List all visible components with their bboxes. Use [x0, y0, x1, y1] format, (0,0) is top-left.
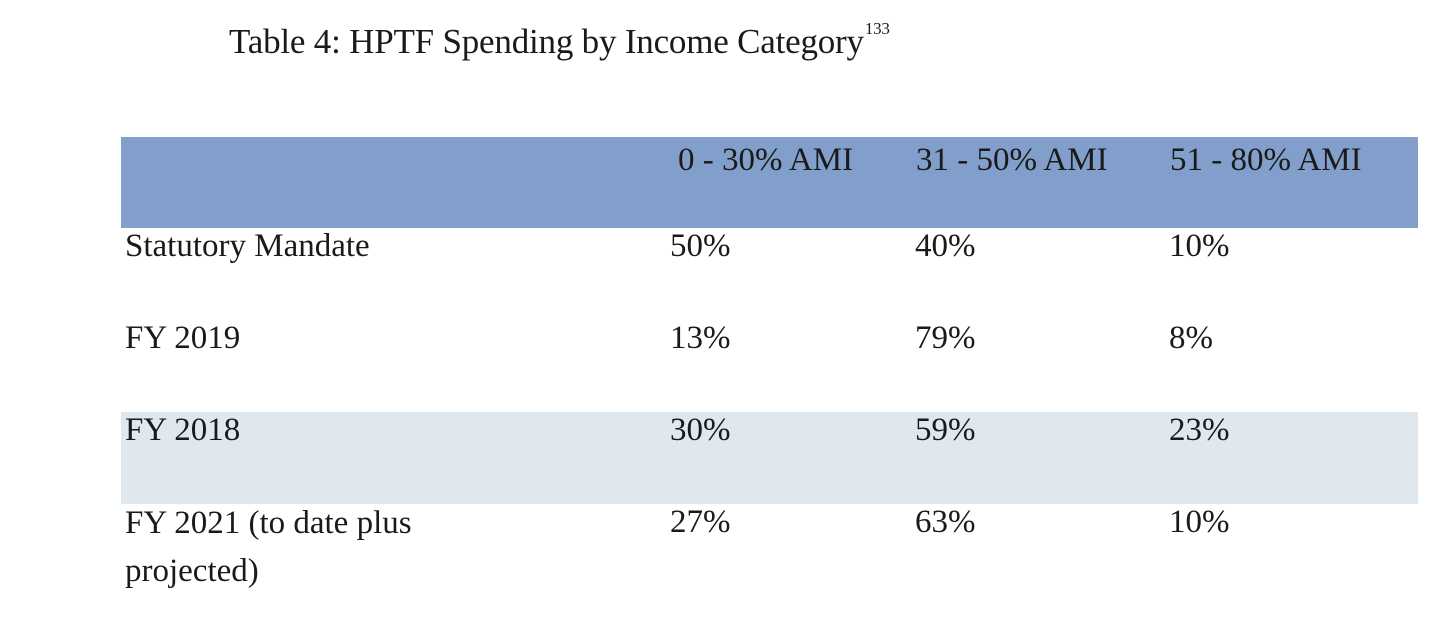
cell-51-80-ami: 10%	[1169, 228, 1230, 264]
cell-31-50-ami: 59%	[915, 412, 976, 448]
table-row: FY 2021 (to date plus projected) 27% 63%…	[121, 504, 1418, 614]
cell-0-30-ami: 13%	[670, 320, 731, 356]
cell-31-50-ami: 63%	[915, 504, 976, 540]
cell-31-50-ami: 40%	[915, 228, 976, 264]
table-title: Table 4: HPTF Spending by Income Categor…	[229, 16, 890, 68]
cell-0-30-ami: 50%	[670, 228, 731, 264]
header-cell-31-50-ami: 31 - 50% AMI	[916, 142, 1108, 178]
cell-31-50-ami: 79%	[915, 320, 976, 356]
table-row: FY 2019 13% 79% 8%	[121, 320, 1418, 412]
table-header-row: 0 - 30% AMI 31 - 50% AMI 51 - 80% AMI	[121, 137, 1418, 228]
header-cell-51-80-ami: 51 - 80% AMI	[1170, 142, 1362, 178]
table-row: FY 2018 30% 59% 23%	[121, 412, 1418, 504]
row-label: FY 2018	[125, 412, 241, 448]
cell-0-30-ami: 27%	[670, 504, 731, 540]
row-label: Statutory Mandate	[125, 228, 370, 264]
header-cell-0-30-ami: 0 - 30% AMI	[678, 142, 854, 178]
cell-51-80-ami: 10%	[1169, 504, 1230, 540]
table-row: Statutory Mandate 50% 40% 10%	[121, 228, 1418, 320]
cell-0-30-ami: 30%	[670, 412, 731, 448]
footnote-reference: 133	[864, 19, 890, 38]
row-label: FY 2019	[125, 320, 241, 356]
table-title-text: Table 4: HPTF Spending by Income Categor…	[229, 22, 864, 61]
cell-51-80-ami: 23%	[1169, 412, 1230, 448]
row-label: FY 2021 (to date plus projected)	[125, 505, 412, 589]
spending-table: 0 - 30% AMI 31 - 50% AMI 51 - 80% AMI St…	[121, 137, 1418, 614]
cell-51-80-ami: 8%	[1169, 320, 1213, 356]
